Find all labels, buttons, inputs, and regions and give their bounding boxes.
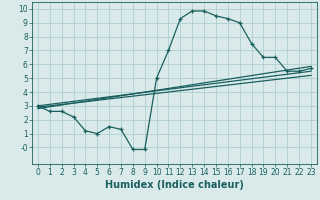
X-axis label: Humidex (Indice chaleur): Humidex (Indice chaleur) bbox=[105, 180, 244, 190]
